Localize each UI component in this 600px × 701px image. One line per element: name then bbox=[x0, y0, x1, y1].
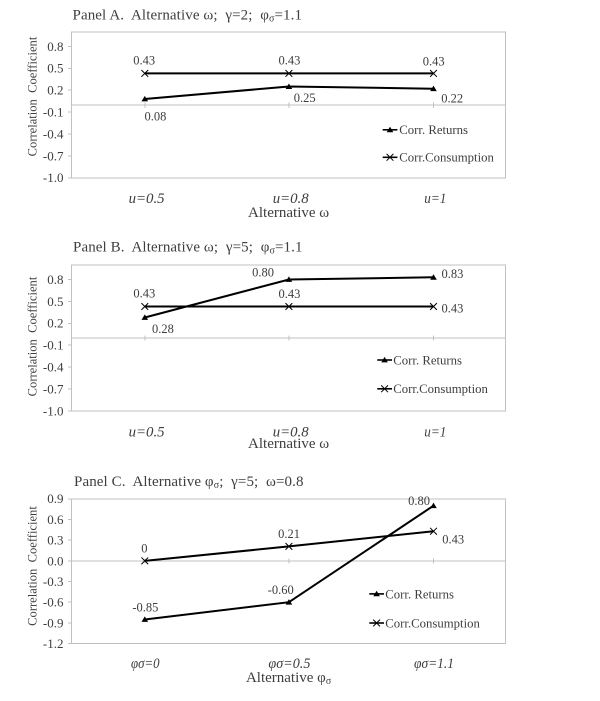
svg-text:Alternative φσ: Alternative φσ bbox=[246, 670, 332, 687]
svg-text:0.0: 0.0 bbox=[47, 553, 63, 568]
svg-text:0.6: 0.6 bbox=[47, 512, 64, 527]
svg-text:0.83: 0.83 bbox=[442, 267, 464, 281]
svg-text:0.43: 0.43 bbox=[423, 54, 445, 68]
svg-text:-0.4: -0.4 bbox=[43, 126, 64, 141]
svg-text:-0.60: -0.60 bbox=[268, 583, 294, 597]
svg-text:0.5: 0.5 bbox=[47, 61, 63, 76]
svg-text:-1.0: -1.0 bbox=[43, 403, 64, 418]
svg-text:0.22: 0.22 bbox=[441, 91, 463, 105]
svg-text:0.5: 0.5 bbox=[47, 294, 63, 309]
svg-text:Correlation Coefficient: Correlation Coefficient bbox=[26, 36, 40, 156]
svg-text:0.9: 0.9 bbox=[47, 491, 63, 506]
svg-text:Correlation Coefficient: Correlation Coefficient bbox=[26, 506, 40, 626]
svg-text:-0.85: -0.85 bbox=[132, 600, 158, 614]
svg-text:φσ=0: φσ=0 bbox=[131, 656, 160, 672]
svg-text:0.25: 0.25 bbox=[294, 91, 316, 105]
svg-text:u=0.8: u=0.8 bbox=[273, 191, 309, 207]
svg-text:u=1: u=1 bbox=[424, 191, 446, 207]
svg-text:u=0.8: u=0.8 bbox=[273, 424, 309, 440]
svg-text:0.08: 0.08 bbox=[145, 109, 167, 123]
svg-text:0.80: 0.80 bbox=[252, 266, 274, 280]
svg-text:φσ=0.5: φσ=0.5 bbox=[268, 656, 310, 672]
svg-text:Corr. Returns: Corr. Returns bbox=[399, 123, 468, 137]
svg-text:Corr. Returns: Corr. Returns bbox=[393, 353, 462, 367]
svg-text:-0.3: -0.3 bbox=[43, 574, 64, 589]
svg-text:0.2: 0.2 bbox=[47, 316, 63, 331]
svg-text:0.21: 0.21 bbox=[278, 527, 300, 541]
svg-text:0.43: 0.43 bbox=[133, 287, 155, 301]
svg-text:-0.4: -0.4 bbox=[43, 360, 64, 375]
svg-text:0.3: 0.3 bbox=[47, 533, 63, 548]
svg-text:0.43: 0.43 bbox=[442, 532, 464, 546]
svg-text:Panel B. Alternative ω; γ=5;: Panel B. Alternative ω; γ=5; φσ=1.1 bbox=[73, 240, 303, 257]
svg-text:0.28: 0.28 bbox=[152, 322, 174, 336]
svg-text:0.2: 0.2 bbox=[47, 83, 63, 98]
svg-text:-0.9: -0.9 bbox=[43, 615, 64, 630]
svg-text:Correlation Coefficient: Correlation Coefficient bbox=[26, 276, 40, 396]
svg-text:Panel A. Alternative ω; γ=2;: Panel A. Alternative ω; γ=2; φσ=1.1 bbox=[73, 8, 303, 25]
svg-text:-1.2: -1.2 bbox=[43, 636, 64, 651]
svg-text:0.43: 0.43 bbox=[278, 53, 300, 67]
svg-text:Corr. Returns: Corr. Returns bbox=[385, 587, 454, 601]
svg-text:u=0.5: u=0.5 bbox=[129, 191, 165, 207]
svg-text:-0.6: -0.6 bbox=[43, 595, 64, 610]
svg-text:0.43: 0.43 bbox=[278, 287, 300, 301]
svg-text:-0.7: -0.7 bbox=[43, 381, 64, 396]
svg-text:-0.1: -0.1 bbox=[43, 338, 64, 353]
svg-text:0.43: 0.43 bbox=[442, 301, 464, 315]
svg-text:Alternative ω: Alternative ω bbox=[248, 205, 329, 221]
svg-text:Alternative ω: Alternative ω bbox=[248, 436, 329, 452]
svg-text:φσ=1.1: φσ=1.1 bbox=[414, 656, 454, 672]
svg-text:0.8: 0.8 bbox=[47, 39, 63, 54]
svg-text:0.80: 0.80 bbox=[408, 494, 430, 508]
svg-text:0.43: 0.43 bbox=[133, 54, 155, 68]
svg-text:Corr.Consumption: Corr.Consumption bbox=[385, 616, 480, 630]
svg-text:u=0.5: u=0.5 bbox=[129, 424, 165, 440]
svg-text:-1.0: -1.0 bbox=[43, 170, 64, 185]
svg-text:Corr.Consumption: Corr.Consumption bbox=[393, 382, 488, 396]
svg-text:-0.1: -0.1 bbox=[43, 105, 64, 120]
svg-text:0: 0 bbox=[141, 542, 147, 556]
svg-text:Panel C. Alternative φσ; γ=5: Panel C. Alternative φσ; γ=5; ω=0.8 bbox=[74, 474, 304, 491]
svg-text:Corr.Consumption: Corr.Consumption bbox=[399, 151, 494, 165]
svg-text:-0.7: -0.7 bbox=[43, 148, 64, 163]
svg-text:u=1: u=1 bbox=[424, 424, 446, 440]
svg-text:0.8: 0.8 bbox=[47, 272, 63, 287]
